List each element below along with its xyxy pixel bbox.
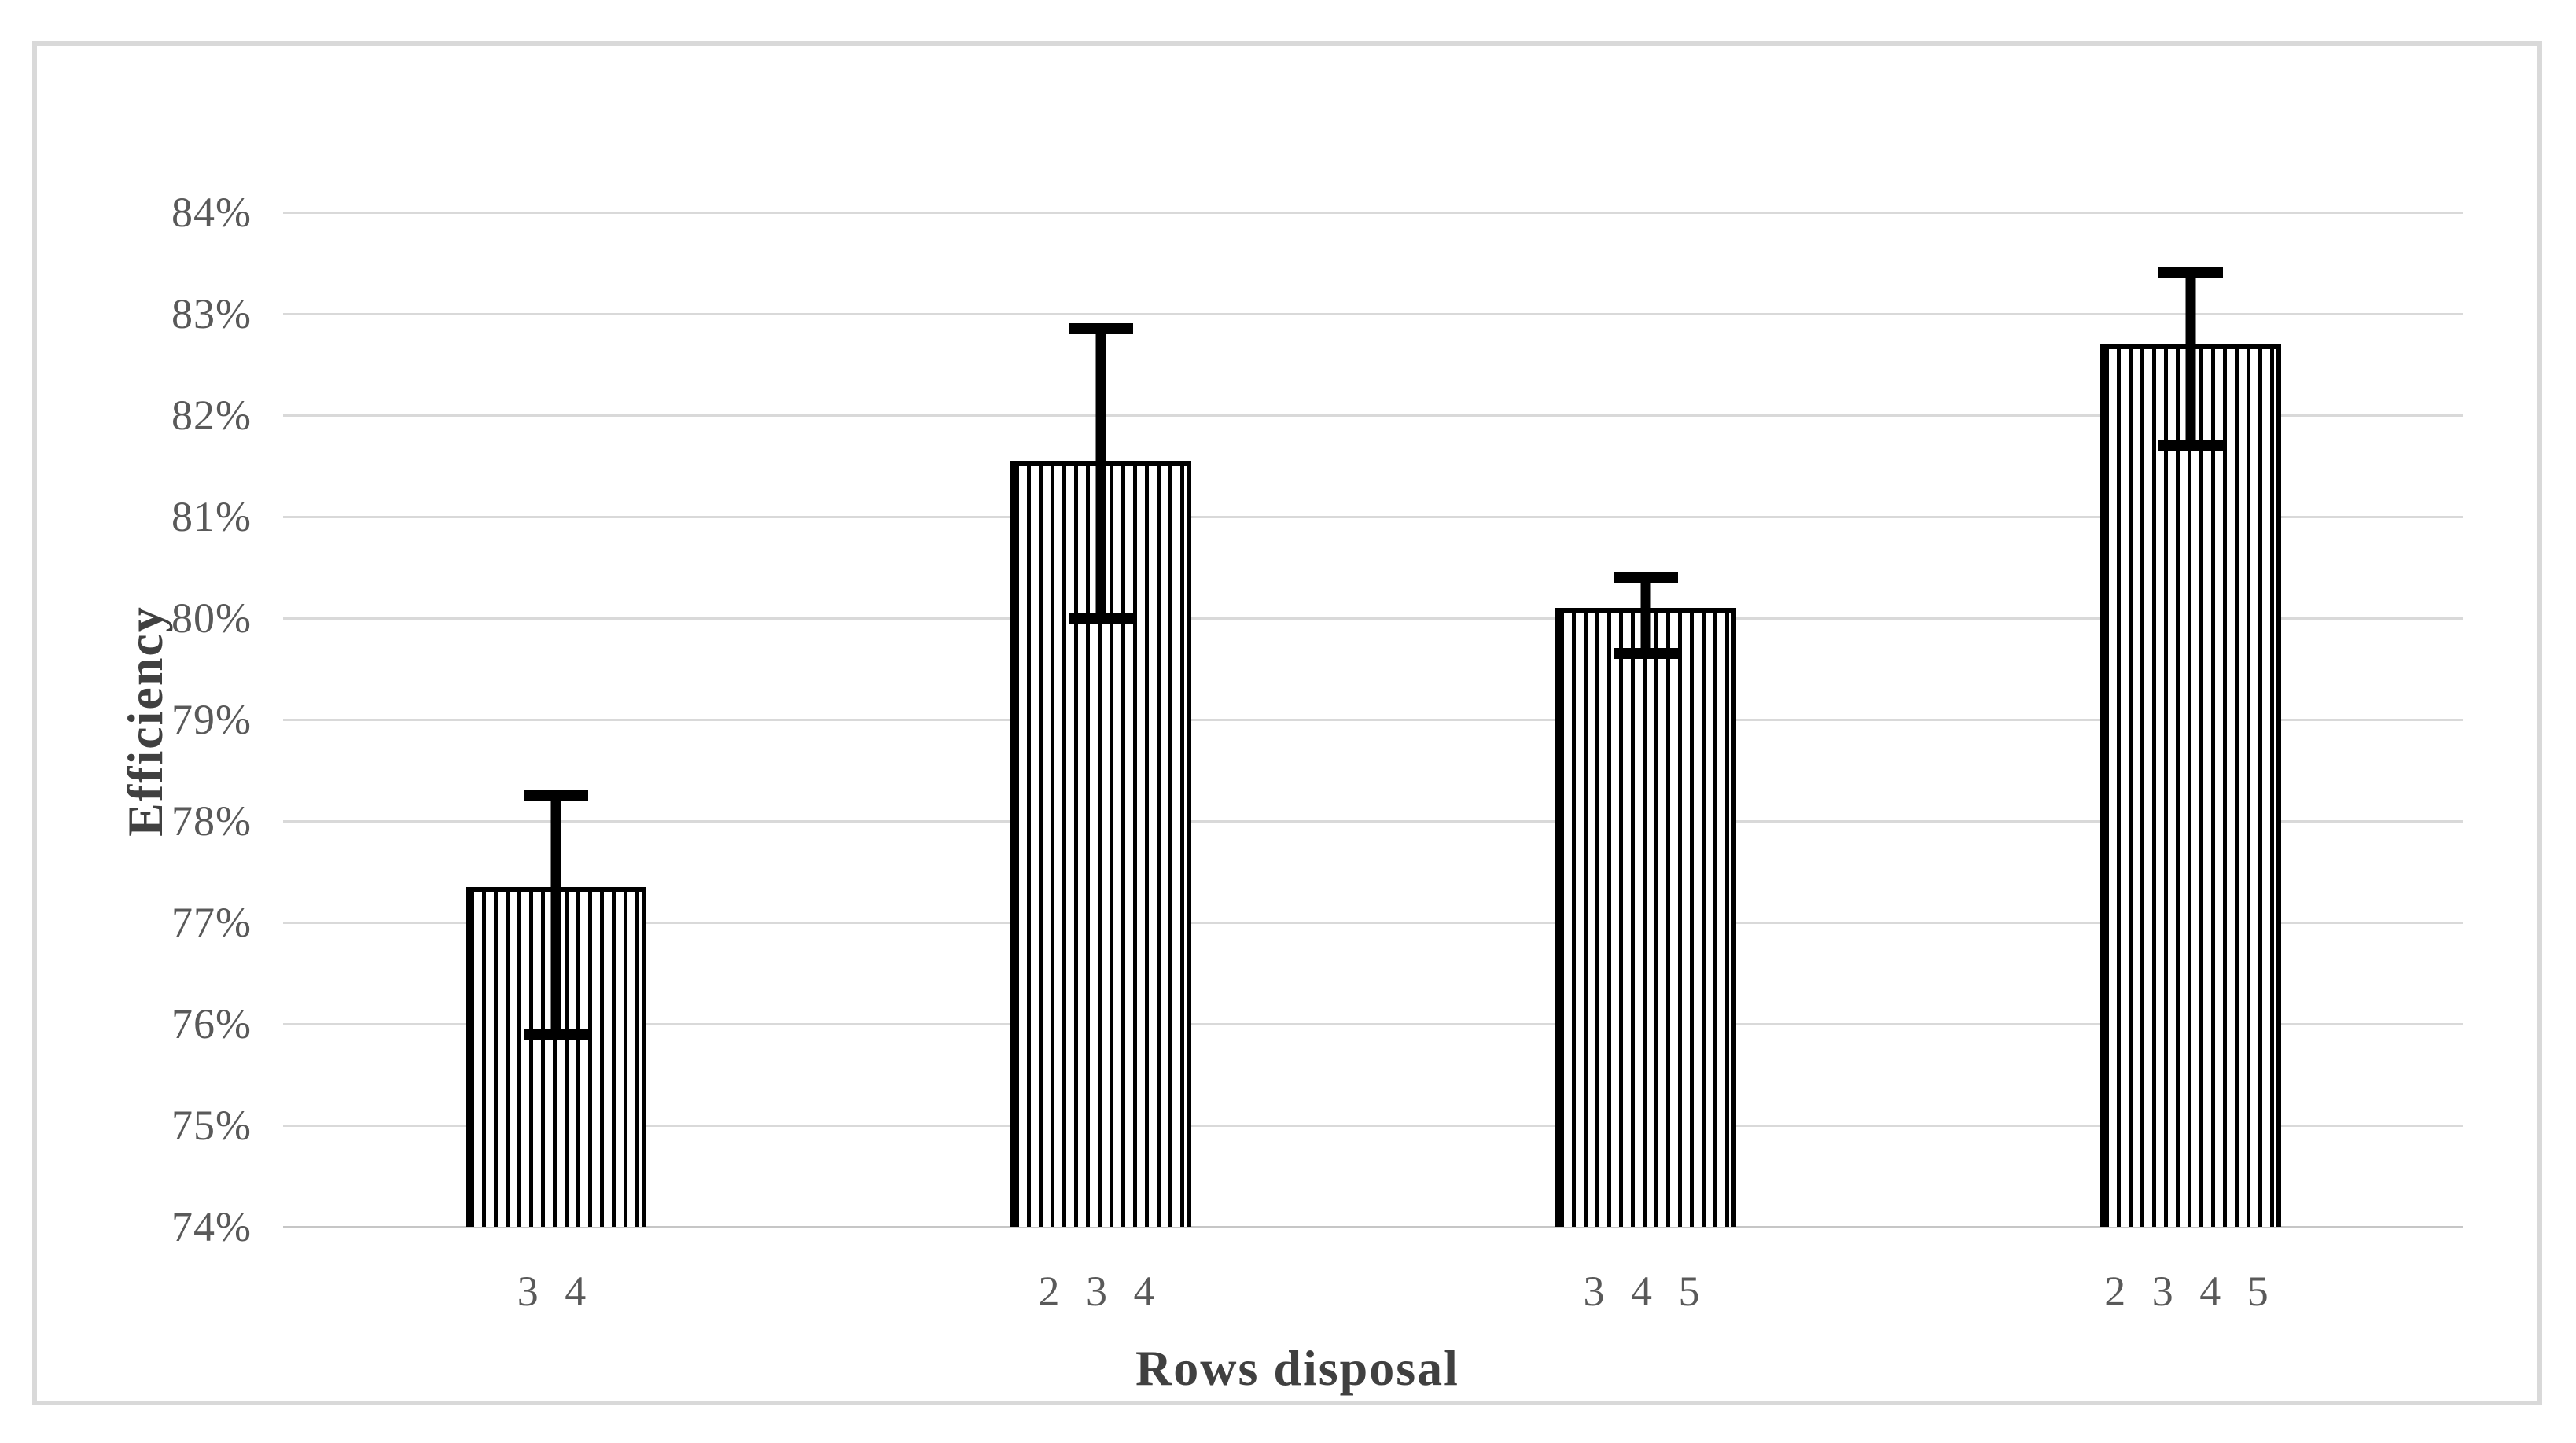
error-bar-cap-bottom (523, 1028, 588, 1040)
x-tick-label: 3 4 (517, 1268, 594, 1315)
y-tick-label: 84% (171, 189, 252, 236)
bar-2-3-4-5 (2099, 344, 2281, 1227)
gridline-75-percent (283, 1125, 2463, 1127)
error-bar-cap-top (1613, 572, 1678, 583)
y-tick-label: 80% (171, 595, 252, 642)
error-bar-cap-bottom (1613, 648, 1678, 660)
gridline-80-percent (283, 617, 2463, 620)
error-bar-whisker (2185, 273, 2195, 446)
error-bar-whisker (1640, 577, 1650, 654)
x-axis-title: Rows disposal (1135, 1340, 1459, 1396)
error-bar-whisker (1095, 329, 1106, 618)
y-tick-label: 79% (171, 696, 252, 743)
y-tick-label: 81% (171, 493, 252, 540)
error-bar-cap-top (2158, 267, 2223, 279)
gridline-77-percent (283, 922, 2463, 924)
x-tick-label: 2 3 4 5 (2104, 1268, 2276, 1315)
gridline-78-percent (283, 820, 2463, 823)
y-tick-label: 83% (171, 290, 252, 337)
error-bar-cap-bottom (1068, 613, 1133, 624)
error-bar-whisker (550, 795, 561, 1034)
bar-3-4-5 (1555, 608, 1736, 1227)
y-tick-label: 75% (171, 1102, 252, 1149)
x-axis-line (283, 1226, 2463, 1228)
x-tick-label: 2 3 4 (1038, 1268, 1163, 1315)
gridline-81-percent (283, 516, 2463, 518)
y-tick-label: 82% (171, 392, 252, 439)
error-bar-cap-top (523, 790, 588, 801)
gridline-82-percent (283, 414, 2463, 417)
gridline-76-percent (283, 1023, 2463, 1025)
y-tick-label: 74% (171, 1203, 252, 1250)
error-bar-cap-bottom (2158, 440, 2223, 451)
y-tick-label: 76% (171, 1000, 252, 1047)
x-tick-label: 3 4 5 (1583, 1268, 1708, 1315)
error-bar-cap-top (1068, 323, 1133, 335)
y-tick-label: 77% (171, 899, 252, 946)
plot-area (283, 212, 2463, 1228)
y-tick-label: 78% (171, 797, 252, 845)
gridline-84-percent (283, 212, 2463, 214)
gridline-83-percent (283, 313, 2463, 315)
gridline-79-percent (283, 719, 2463, 721)
